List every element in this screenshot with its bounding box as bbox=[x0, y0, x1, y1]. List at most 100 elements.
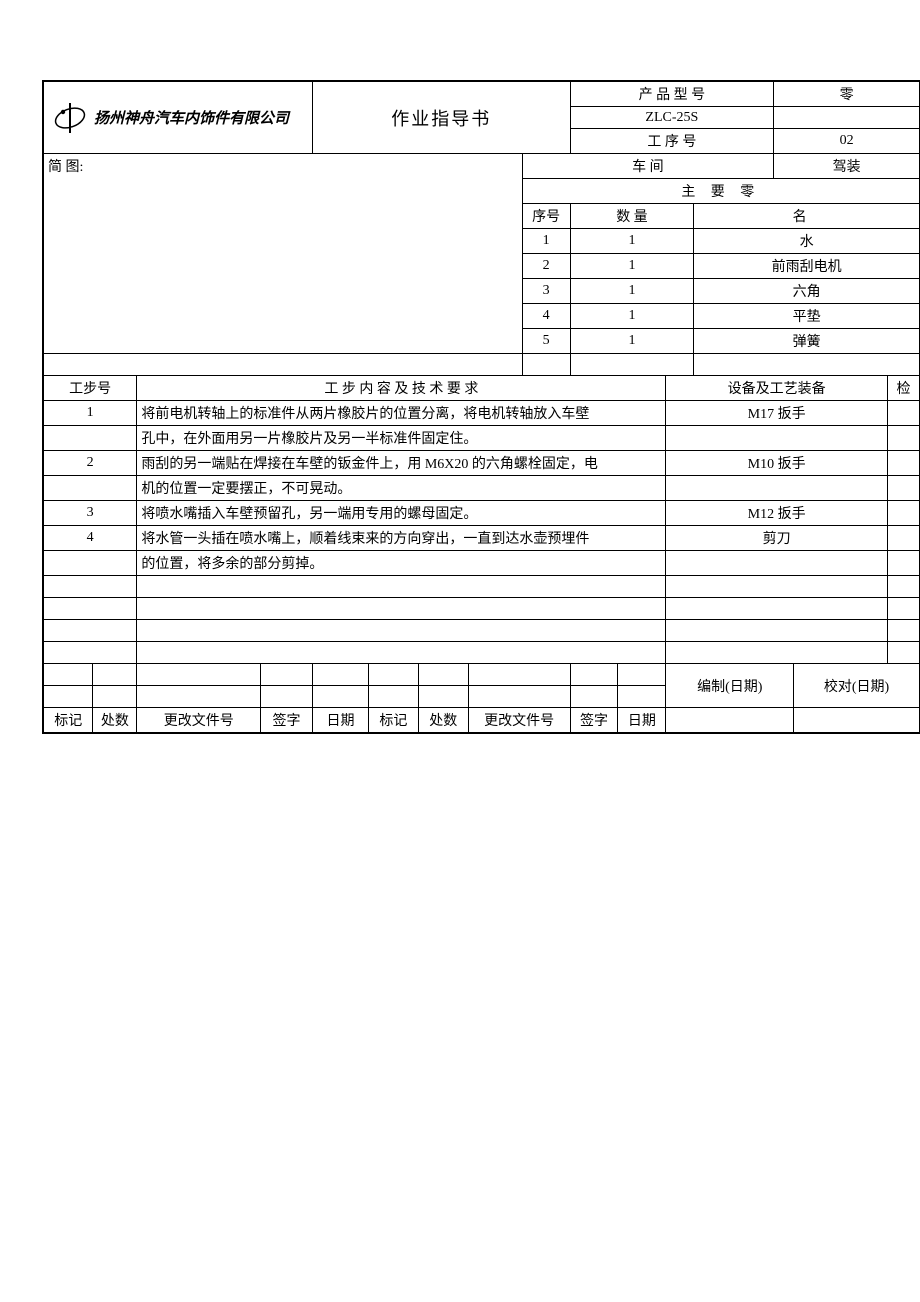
col-part-prefix: 零 bbox=[774, 81, 920, 107]
part-name: 六角 bbox=[694, 279, 920, 304]
diagram-area-bottom bbox=[43, 354, 522, 376]
step-check bbox=[887, 401, 919, 426]
blank bbox=[261, 664, 313, 686]
blank bbox=[43, 476, 137, 501]
step-no: 2 bbox=[43, 451, 137, 476]
diagram-label: 简 图: bbox=[48, 160, 83, 175]
product-model-value: ZLC-25S bbox=[570, 107, 774, 129]
part-qty: 1 bbox=[570, 279, 694, 304]
blank bbox=[313, 664, 369, 686]
blank bbox=[694, 354, 920, 376]
blank bbox=[887, 476, 919, 501]
blank bbox=[887, 551, 919, 576]
blank bbox=[570, 354, 694, 376]
col-step-equip: 设备及工艺装备 bbox=[666, 376, 887, 401]
mark-label-2: 标记 bbox=[368, 708, 418, 734]
step-equip: M17 扳手 bbox=[666, 401, 887, 426]
step-no: 3 bbox=[43, 501, 137, 526]
blank bbox=[93, 686, 137, 708]
part-seq: 5 bbox=[522, 329, 570, 354]
col-qty: 数 量 bbox=[570, 204, 694, 229]
part-name: 前雨刮电机 bbox=[694, 254, 920, 279]
part-qty: 1 bbox=[570, 304, 694, 329]
part-qty: 1 bbox=[570, 229, 694, 254]
compile-label: 编制(日期) bbox=[666, 664, 794, 708]
blank bbox=[468, 686, 570, 708]
col-name: 名 bbox=[694, 204, 920, 229]
blank bbox=[618, 664, 666, 686]
process-no-label: 工 序 号 bbox=[570, 129, 774, 154]
blank bbox=[666, 708, 794, 734]
blank bbox=[666, 426, 887, 451]
change-doc-label-2: 更改文件号 bbox=[468, 708, 570, 734]
date-label-2: 日期 bbox=[618, 708, 666, 734]
part-seq: 4 bbox=[522, 304, 570, 329]
blank bbox=[570, 686, 618, 708]
col-seq: 序号 bbox=[522, 204, 570, 229]
product-model-label: 产 品 型 号 bbox=[570, 81, 774, 107]
workshop-label: 车 间 bbox=[522, 154, 774, 179]
step-content: 将前电机转轴上的标准件从两片橡胶片的位置分离，将电机转轴放入车壁 bbox=[137, 401, 666, 426]
part-name: 水 bbox=[694, 229, 920, 254]
blank bbox=[137, 664, 261, 686]
blank bbox=[418, 664, 468, 686]
blank bbox=[774, 107, 920, 129]
step-check bbox=[887, 501, 919, 526]
blank bbox=[522, 354, 570, 376]
blank bbox=[468, 664, 570, 686]
count-label-2: 处数 bbox=[418, 708, 468, 734]
step-no: 1 bbox=[43, 401, 137, 426]
col-step-check: 检 bbox=[887, 376, 919, 401]
part-seq: 2 bbox=[522, 254, 570, 279]
blank bbox=[137, 686, 261, 708]
company-name: 扬州神舟汽车内饰件有限公司 bbox=[94, 111, 289, 127]
blank bbox=[368, 664, 418, 686]
blank bbox=[794, 708, 920, 734]
step-content-b: 机的位置一定要摆正，不可晃动。 bbox=[137, 476, 666, 501]
proof-label: 校对(日期) bbox=[794, 664, 920, 708]
blank bbox=[93, 664, 137, 686]
process-no-value: 02 bbox=[774, 129, 920, 154]
count-label: 处数 bbox=[93, 708, 137, 734]
work-instruction-table: 扬州神舟汽车内饰件有限公司 作业指导书 产 品 型 号 零 ZLC-25S 工 … bbox=[42, 80, 920, 734]
step-equip: M12 扳手 bbox=[666, 501, 887, 526]
step-check bbox=[887, 526, 919, 551]
step-content-b: 的位置，将多余的部分剪掉。 bbox=[137, 551, 666, 576]
step-content: 雨刮的另一端贴在焊接在车壁的钣金件上，用 M6X20 的六角螺栓固定，电 bbox=[137, 451, 666, 476]
sign-label-2: 签字 bbox=[570, 708, 618, 734]
blank bbox=[313, 686, 369, 708]
parts-title: 主 要 零 bbox=[522, 179, 919, 204]
part-name: 弹簧 bbox=[694, 329, 920, 354]
part-qty: 1 bbox=[570, 329, 694, 354]
diagram-area: 简 图: bbox=[43, 154, 522, 354]
step-content-b: 孔中，在外面用另一片橡胶片及另一半标准件固定住。 bbox=[137, 426, 666, 451]
step-no: 4 bbox=[43, 526, 137, 551]
workshop-value: 驾装 bbox=[774, 154, 920, 179]
blank bbox=[43, 426, 137, 451]
part-name: 平垫 bbox=[694, 304, 920, 329]
blank bbox=[887, 426, 919, 451]
blank bbox=[666, 476, 887, 501]
blank bbox=[368, 686, 418, 708]
step-equip: M10 扳手 bbox=[666, 451, 887, 476]
col-step-content: 工 步 内 容 及 技 术 要 求 bbox=[137, 376, 666, 401]
part-qty: 1 bbox=[570, 254, 694, 279]
blank bbox=[618, 686, 666, 708]
blank bbox=[570, 664, 618, 686]
blank bbox=[43, 551, 137, 576]
part-seq: 3 bbox=[522, 279, 570, 304]
col-step-no: 工步号 bbox=[43, 376, 137, 401]
step-equip: 剪刀 bbox=[666, 526, 887, 551]
sign-label: 签字 bbox=[261, 708, 313, 734]
part-seq: 1 bbox=[522, 229, 570, 254]
date-label: 日期 bbox=[313, 708, 369, 734]
step-content: 将水管一头插在喷水嘴上，顺着线束来的方向穿出，一直到达水壶预埋件 bbox=[137, 526, 666, 551]
mark-label: 标记 bbox=[43, 708, 93, 734]
blank bbox=[666, 551, 887, 576]
blank bbox=[43, 664, 93, 686]
blank bbox=[261, 686, 313, 708]
company-cell: 扬州神舟汽车内饰件有限公司 bbox=[43, 81, 313, 154]
step-content: 将喷水嘴插入车壁预留孔，另一端用专用的螺母固定。 bbox=[137, 501, 666, 526]
logo-icon bbox=[52, 100, 88, 136]
change-doc-label: 更改文件号 bbox=[137, 708, 261, 734]
